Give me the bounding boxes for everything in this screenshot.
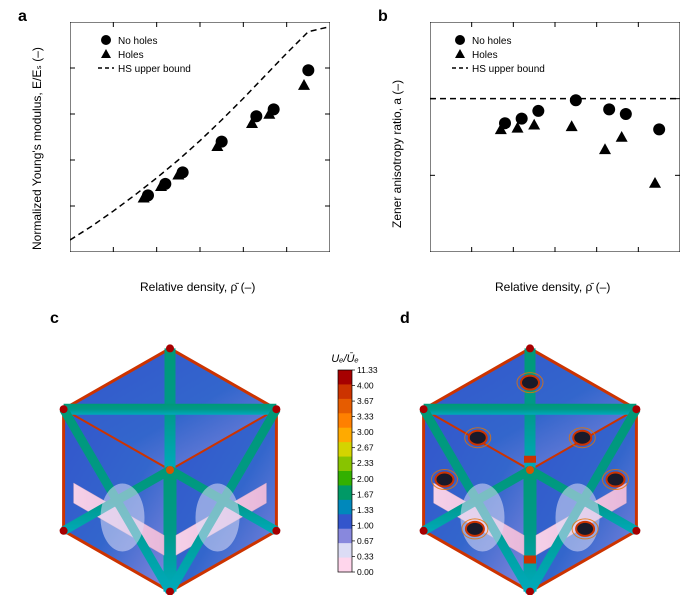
- simulation-c: [40, 325, 300, 595]
- svg-text:No holes: No holes: [118, 36, 157, 47]
- svg-text:1.67: 1.67: [357, 489, 374, 499]
- svg-text:HS upper bound: HS upper bound: [118, 64, 191, 75]
- svg-text:0.67: 0.67: [357, 536, 374, 546]
- svg-text:Uₑ/Ūₑ: Uₑ/Ūₑ: [331, 353, 358, 365]
- svg-text:No holes: No holes: [472, 36, 511, 47]
- svg-text:4.00: 4.00: [357, 381, 374, 391]
- svg-text:3.67: 3.67: [357, 396, 374, 406]
- plot-b-ylabel: Zener anisotropy ratio, a (–): [390, 80, 404, 228]
- svg-text:1.00: 1.00: [357, 520, 374, 530]
- plot-b-xlabel: Relative density, ρ̄ (–): [495, 280, 610, 294]
- svg-text:11.33: 11.33: [357, 365, 378, 375]
- plot-b: 0.050.150.250.350.450.550.650.900.951.00…: [430, 22, 680, 252]
- plot-a: 0.050.150.250.350.450.550.650.00.10.20.3…: [70, 22, 330, 252]
- simulation-d: [400, 325, 660, 595]
- colorbar: 11.33 4.00 3.67 3.33 3.00 2.67 2.33 2.00 1.67 1.3…: [310, 350, 380, 580]
- plot-a-ylabel: Normalized Young's modulus, E/Eₛ (–): [30, 47, 44, 250]
- svg-text:2.67: 2.67: [357, 443, 374, 453]
- plot-a-xlabel: Relative density, ρ̄ (–): [140, 280, 255, 294]
- svg-text:Holes: Holes: [118, 50, 144, 61]
- svg-text:1.33: 1.33: [357, 505, 374, 515]
- figure-root: a b c d 0.050.150.250.350.450.550.650.00…: [0, 0, 700, 609]
- svg-text:3.00: 3.00: [357, 427, 374, 437]
- svg-text:HS upper bound: HS upper bound: [472, 64, 545, 75]
- svg-text:0.00: 0.00: [357, 567, 374, 577]
- svg-text:2.33: 2.33: [357, 458, 374, 468]
- svg-text:3.33: 3.33: [357, 412, 374, 422]
- panel-label-b: b: [378, 8, 388, 26]
- svg-text:2.00: 2.00: [357, 474, 374, 484]
- svg-text:0.33: 0.33: [357, 551, 374, 561]
- panel-label-a: a: [18, 8, 27, 26]
- svg-text:Holes: Holes: [472, 50, 498, 61]
